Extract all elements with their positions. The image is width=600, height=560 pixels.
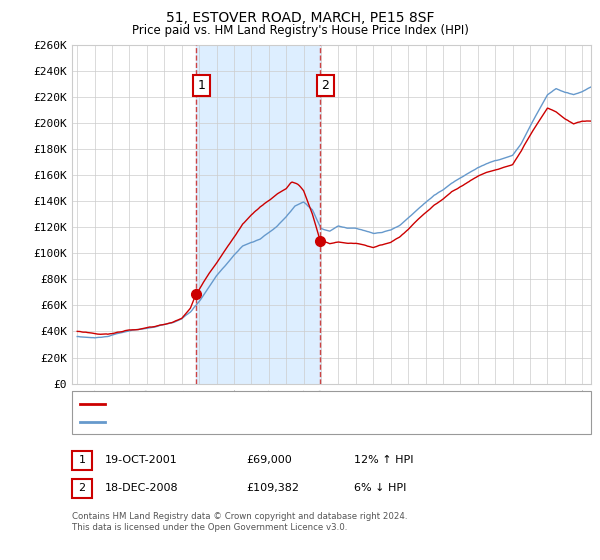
Text: 2: 2 (79, 483, 85, 493)
Text: £109,382: £109,382 (246, 483, 299, 493)
Text: 19-OCT-2001: 19-OCT-2001 (105, 455, 178, 465)
Text: 6% ↓ HPI: 6% ↓ HPI (354, 483, 406, 493)
Text: £69,000: £69,000 (246, 455, 292, 465)
Text: 51, ESTOVER ROAD, MARCH, PE15 8SF (semi-detached house): 51, ESTOVER ROAD, MARCH, PE15 8SF (semi-… (109, 399, 420, 409)
Text: 1: 1 (79, 455, 85, 465)
Text: 1: 1 (197, 79, 205, 92)
Text: 2: 2 (322, 79, 329, 92)
Text: 51, ESTOVER ROAD, MARCH, PE15 8SF: 51, ESTOVER ROAD, MARCH, PE15 8SF (166, 11, 434, 25)
Text: Contains HM Land Registry data © Crown copyright and database right 2024.
This d: Contains HM Land Registry data © Crown c… (72, 512, 407, 532)
Text: Price paid vs. HM Land Registry's House Price Index (HPI): Price paid vs. HM Land Registry's House … (131, 24, 469, 36)
Bar (196, 45, 320, 384)
Text: 12% ↑ HPI: 12% ↑ HPI (354, 455, 413, 465)
Text: 18-DEC-2008: 18-DEC-2008 (105, 483, 179, 493)
Text: HPI: Average price, semi-detached house, Fenland: HPI: Average price, semi-detached house,… (109, 417, 361, 427)
